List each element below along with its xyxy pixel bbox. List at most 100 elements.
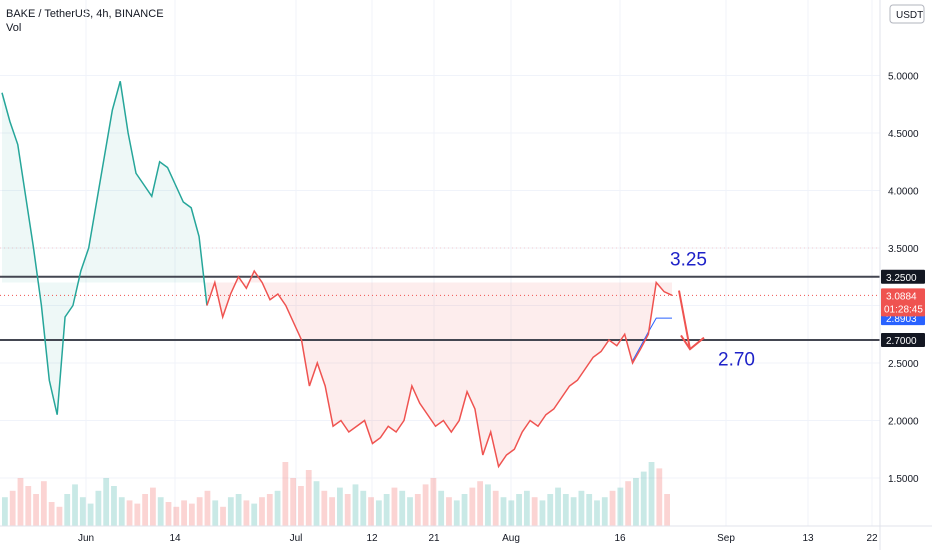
- volume-bar: [2, 497, 8, 526]
- volume-bar: [430, 478, 437, 526]
- time-axis[interactable]: Jun 14 Jul 12 21 Aug 16 Sep 13 22: [0, 525, 932, 544]
- down-arrow-shaft: [678, 290, 691, 350]
- x-tick-label: 12: [366, 533, 378, 544]
- volume-bar: [181, 500, 187, 526]
- volume-bar: [453, 500, 460, 526]
- volume-bar: [344, 494, 351, 526]
- horizontal-levels[interactable]: [0, 247, 880, 341]
- volume-bar: [500, 497, 507, 526]
- volume-bar: [664, 494, 670, 526]
- volume-bar: [438, 490, 445, 526]
- volume-bar: [656, 468, 663, 526]
- y-tick-label: 2.0000: [888, 417, 919, 428]
- volume-bar: [594, 500, 600, 526]
- volume-bar: [368, 497, 374, 526]
- volume-bar: [165, 502, 172, 526]
- y-tick-label: 3.5000: [888, 244, 919, 255]
- volume-bar: [313, 481, 320, 526]
- volume-bar: [298, 486, 304, 526]
- volume-bar: [625, 481, 632, 526]
- volume-bar: [150, 487, 156, 526]
- volume-bar: [17, 478, 24, 526]
- annotation-arrows[interactable]: [678, 290, 705, 351]
- annotations[interactable]: 3.25 2.70: [670, 249, 755, 370]
- volume-bar: [360, 490, 367, 526]
- volume-bar: [640, 471, 647, 526]
- volume-bar: [352, 484, 359, 526]
- volume-bar: [469, 487, 476, 526]
- x-tick-label: 22: [866, 533, 878, 544]
- ma-line: [632, 317, 672, 361]
- volume-bar: [578, 490, 585, 526]
- annotation-upper-target: 3.25: [670, 249, 707, 270]
- price-series: [1, 81, 673, 469]
- volume-bar: [111, 486, 117, 526]
- volume-bar: [259, 497, 265, 526]
- volume-bar: [485, 484, 491, 526]
- volume-bar: [134, 503, 141, 526]
- volume-bar: [414, 494, 421, 526]
- tag-support: 2.7000: [886, 336, 917, 347]
- grid-lines: [0, 0, 880, 526]
- down-arrow-head: [680, 334, 705, 351]
- volume-bar: [407, 497, 413, 526]
- volume-bar: [266, 494, 273, 526]
- volume-bar: [305, 470, 312, 526]
- volume-bar: [33, 494, 39, 526]
- volume-bar: [126, 500, 133, 526]
- x-tick-label: 16: [614, 533, 626, 544]
- volume-bar: [555, 487, 561, 526]
- price-area: [2, 81, 673, 467]
- volume-bar: [586, 494, 593, 526]
- volume-bar: [196, 497, 203, 526]
- volume-bar: [329, 497, 335, 526]
- volume-bar: [562, 494, 569, 526]
- tag-ma-value: 2.8903: [886, 314, 917, 325]
- volume-bar: [446, 497, 452, 526]
- volume-bar: [142, 494, 149, 526]
- volume-bar: [461, 494, 468, 526]
- volume-bar: [547, 494, 554, 526]
- x-tick-label: Aug: [502, 533, 520, 544]
- x-tick-label: 14: [169, 533, 181, 544]
- currency-badge: USDT: [896, 10, 923, 21]
- volume-bar: [337, 487, 343, 526]
- volume-bar: [508, 500, 515, 526]
- volume-bar: [40, 481, 47, 526]
- price-tags: 3.2500 2.7000 2.8903 3.0884 01:28:45 USDT: [881, 4, 925, 347]
- volume-bar: [56, 506, 63, 526]
- volume-bar: [601, 497, 608, 526]
- tag-last-price-bg: [881, 288, 925, 317]
- volume-bar: [523, 490, 530, 526]
- volume-bar: [220, 506, 226, 526]
- y-tick-label: 4.0000: [888, 187, 919, 198]
- volume-bar: [173, 506, 180, 526]
- chart-title: BAKE / TetherUS, 4h, BINANCE: [6, 8, 164, 20]
- tag-resistance: 3.2500: [886, 273, 917, 284]
- volume-bar: [212, 500, 219, 526]
- volume-bar: [72, 484, 78, 526]
- volume-bar: [399, 490, 406, 526]
- price-line-down: [206, 269, 673, 469]
- down-area-fill: [206, 271, 673, 467]
- tag-support-bg: [881, 333, 925, 347]
- volume-bar: [204, 490, 211, 526]
- volume-bar: [321, 490, 328, 526]
- volume-bar: [282, 462, 289, 526]
- volume-indicator-label: Vol: [6, 22, 22, 34]
- volume-bar: [648, 462, 655, 526]
- tag-last-price: 3.0884: [886, 291, 917, 302]
- volume-bar: [274, 490, 281, 526]
- volume-bar: [79, 497, 86, 526]
- volume-bar: [25, 486, 32, 526]
- volume-bar: [64, 494, 71, 526]
- volume-bar: [531, 497, 538, 526]
- y-tick-label: 1.5000: [888, 474, 919, 485]
- x-tick-label: Sep: [717, 533, 735, 544]
- volume-bar: [188, 503, 195, 526]
- volume-bar: [227, 497, 234, 526]
- volume-bar: [157, 497, 164, 526]
- price-line-up: [1, 81, 208, 415]
- y-tick-label: 5.0000: [888, 72, 919, 83]
